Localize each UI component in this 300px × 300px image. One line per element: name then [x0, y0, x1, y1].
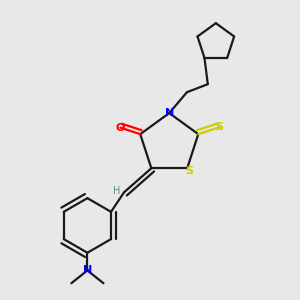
Text: H: H: [113, 186, 121, 196]
Text: N: N: [83, 266, 92, 275]
Text: S: S: [216, 122, 224, 132]
Text: S: S: [185, 167, 193, 176]
Text: O: O: [116, 123, 125, 133]
Text: N: N: [165, 108, 174, 118]
